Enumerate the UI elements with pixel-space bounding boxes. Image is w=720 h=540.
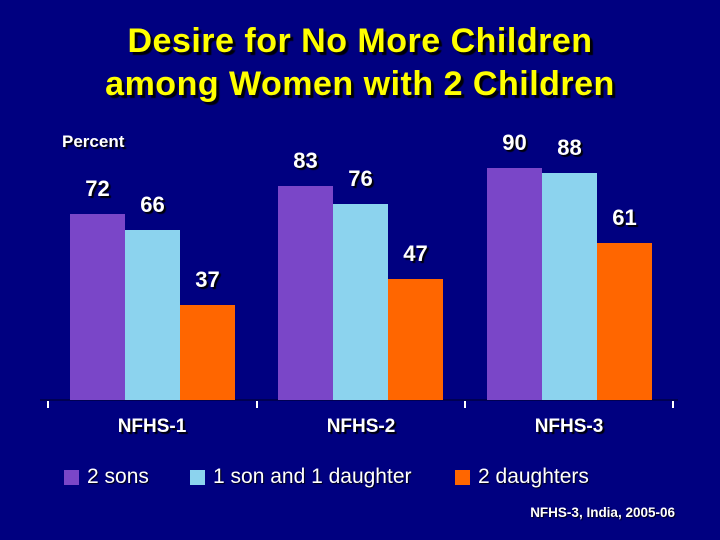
bar-nfhs-2-2-daughters xyxy=(388,279,443,400)
bar-nfhs-2-2-sons xyxy=(278,186,333,400)
legend-swatch-2-daughters xyxy=(455,469,470,485)
legend-item-1-son-1-daughter: 1 son and 1 daughter xyxy=(190,465,412,489)
legend-item-2-sons: 2 sons xyxy=(64,465,149,489)
bar-nfhs-2-1-son-and-1-daughter xyxy=(333,204,388,400)
value-label-nfhs-1-2-daughters: 37 xyxy=(195,267,220,292)
category-label-nfhs-2: NFHS-2 xyxy=(326,416,396,437)
bar-nfhs-1-2-daughters xyxy=(180,305,235,400)
legend-swatch-1-son-1-daughter xyxy=(190,469,205,485)
legend-label-2-daughters: 2 daughters xyxy=(478,465,589,488)
category-label-nfhs-3: NFHS-3 xyxy=(534,416,604,437)
category-label-nfhs-1: NFHS-1 xyxy=(117,416,187,437)
legend-label-2-sons: 2 sons xyxy=(87,465,149,488)
slide-title: Desire for No More Children among Women … xyxy=(0,20,720,106)
value-label-nfhs-2-2-sons: 83 xyxy=(293,148,318,173)
x-axis-tick-3 xyxy=(672,401,674,408)
value-label-nfhs-2-2-daughters: 47 xyxy=(403,241,428,266)
legend-label-1-son-1-daughter: 1 son and 1 daughter xyxy=(213,465,412,488)
bar-nfhs-1-1-son-and-1-daughter xyxy=(125,230,180,400)
value-label-nfhs-3-2-sons: 90 xyxy=(502,130,527,155)
value-label-nfhs-1-1-son-and-1-daughter: 66 xyxy=(140,192,165,217)
bar-nfhs-3-1-son-and-1-daughter xyxy=(542,173,597,400)
value-label-nfhs-3-1-son-and-1-daughter: 88 xyxy=(557,135,582,160)
bar-nfhs-1-2-sons xyxy=(70,214,125,400)
x-axis-tick-2 xyxy=(464,401,466,408)
x-axis-tick-1 xyxy=(256,401,258,408)
value-label-nfhs-3-2-daughters: 61 xyxy=(612,205,637,230)
title-line-2: among Women with 2 Children xyxy=(105,65,615,103)
bar-nfhs-3-2-sons xyxy=(487,168,542,400)
x-axis-line xyxy=(40,399,678,401)
title-line-1: Desire for No More Children xyxy=(127,22,593,60)
value-label-nfhs-1-2-sons: 72 xyxy=(85,176,110,201)
x-axis-tick-0 xyxy=(47,401,49,408)
value-label-nfhs-2-1-son-and-1-daughter: 76 xyxy=(348,166,373,191)
source-note: NFHS-3, India, 2005-06 xyxy=(530,505,675,520)
legend-swatch-2-sons xyxy=(64,469,79,485)
y-axis-label: Percent xyxy=(62,132,125,151)
bar-nfhs-3-2-daughters xyxy=(597,243,652,400)
legend-item-2-daughters: 2 daughters xyxy=(455,465,589,489)
